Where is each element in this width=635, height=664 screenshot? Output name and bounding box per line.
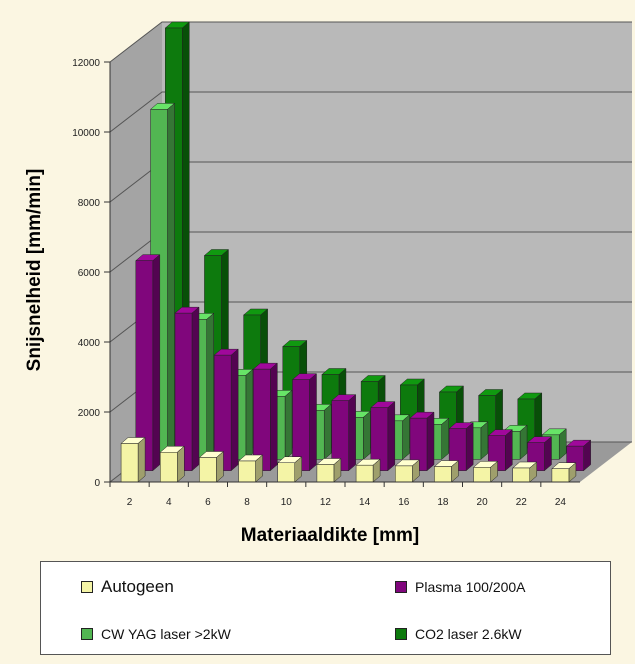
- y-tick-label: 8000: [78, 198, 101, 209]
- gridline: [109, 91, 632, 133]
- legend-item-plasma: Plasma 100/200A: [395, 579, 526, 595]
- legend-item-autogeen: Autogeen: [81, 577, 174, 597]
- legend-swatch-icon: [395, 628, 407, 640]
- x-tick-label: 16: [398, 497, 410, 508]
- bar: [277, 456, 303, 483]
- bar: [291, 373, 318, 472]
- legend-label: CO2 laser 2.6kW: [415, 626, 522, 642]
- x-tick-label: 2: [127, 497, 133, 508]
- y-tick-label: 0: [94, 478, 100, 489]
- bar: [252, 362, 278, 472]
- bars: [120, 21, 592, 483]
- x-tick-label: 4: [166, 497, 172, 508]
- bar: [512, 461, 538, 483]
- bar: [433, 460, 460, 483]
- gridline: [109, 21, 632, 63]
- bar: [159, 445, 185, 483]
- x-tick-label: 14: [359, 497, 371, 508]
- bar: [316, 457, 342, 483]
- y-tick-label: 4000: [78, 338, 101, 349]
- y-tick-label: 10000: [72, 128, 100, 139]
- legend-item-co2: CO2 laser 2.6kW: [395, 626, 522, 642]
- legend: Autogeen Plasma 100/200A CW YAG laser >2…: [40, 561, 611, 655]
- legend-swatch-icon: [81, 581, 93, 593]
- y-tick-label: 12000: [72, 58, 100, 69]
- x-axis-ticks: 2 4 6 8 10 12 14 16 18 20 22 24: [109, 481, 580, 508]
- legend-swatch-icon: [81, 628, 93, 640]
- bar: [370, 401, 396, 472]
- bar: [472, 460, 499, 483]
- bar: [174, 306, 200, 472]
- bar: [394, 459, 420, 483]
- legend-label: Plasma 100/200A: [415, 579, 526, 595]
- bar: [198, 450, 225, 483]
- bar: [135, 254, 161, 472]
- y-axis-ticks: 0 2000 4000 6000 8000 10000 12000: [72, 58, 111, 489]
- x-tick-label: 20: [477, 497, 489, 508]
- bar: [448, 422, 474, 472]
- x-tick-label: 18: [437, 497, 449, 508]
- legend-label: CW YAG laser >2kW: [101, 626, 231, 642]
- x-axis-label: Materiaaldikte [mm]: [241, 525, 419, 546]
- y-axis-label: Snijsnelheid [mm/min]: [24, 169, 45, 372]
- x-tick-label: 8: [244, 497, 250, 508]
- x-tick-label: 24: [555, 497, 567, 508]
- bar: [120, 436, 146, 483]
- bar: [213, 348, 239, 472]
- x-tick-label: 12: [320, 497, 332, 508]
- y-tick-label: 2000: [78, 408, 101, 419]
- legend-swatch-icon: [395, 581, 407, 593]
- bar: [409, 411, 435, 472]
- bar: [330, 394, 357, 472]
- x-tick-label: 10: [281, 497, 293, 508]
- legend-item-cw-yag: CW YAG laser >2kW: [81, 626, 231, 642]
- bar: [355, 458, 381, 483]
- legend-label: Autogeen: [101, 577, 174, 596]
- x-tick-label: 6: [205, 497, 211, 508]
- x-tick-label: 22: [516, 497, 528, 508]
- y-tick-label: 6000: [78, 268, 101, 279]
- bar: [551, 462, 577, 483]
- bar: [237, 454, 264, 483]
